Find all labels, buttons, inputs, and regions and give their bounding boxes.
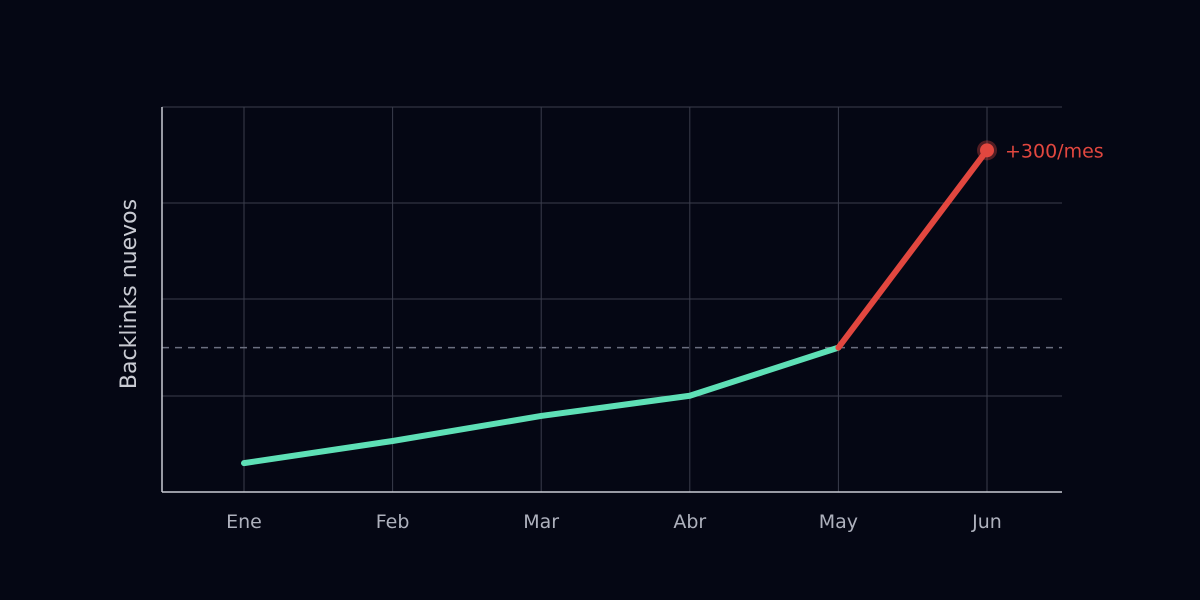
- annotation-label: +300/mes: [1005, 140, 1104, 162]
- y-axis-label: Backlinks nuevos: [117, 199, 142, 389]
- grid-lines: [162, 106, 1062, 492]
- data-point-jun: [980, 143, 994, 158]
- marker-layer: [977, 140, 997, 161]
- series-layer: [241, 147, 990, 467]
- series-line-growth: [241, 344, 842, 467]
- x-tick-label: Ene: [226, 511, 262, 533]
- series-line-spike: [835, 147, 990, 351]
- x-tick-label: Mar: [523, 511, 559, 533]
- axes: [161, 107, 1062, 493]
- x-tick-label: May: [819, 511, 858, 533]
- x-tick-label: Abr: [673, 511, 706, 533]
- labels-layer: Ene Feb Mar Abr May Jun: [226, 511, 1002, 533]
- x-tick-label: Jun: [971, 511, 1002, 533]
- x-tick-label: Feb: [376, 511, 410, 533]
